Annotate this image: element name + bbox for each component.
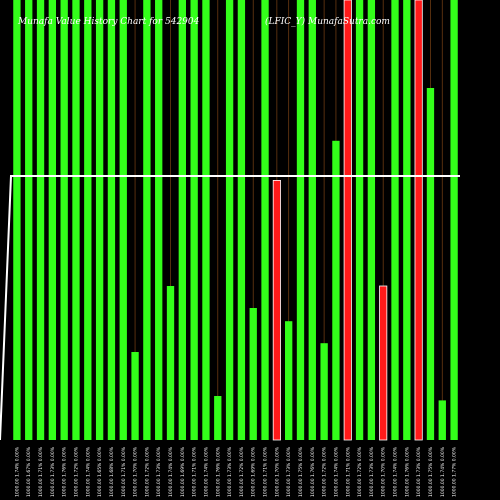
x-tick-label: 1000.00 1.75% 0.00% [428,446,434,497]
bar [414,0,423,441]
bar [178,0,186,440]
bar [261,0,269,440]
bar [332,140,340,441]
x-tick-label: 1000.00 1.71% 0.00% [121,446,127,497]
bar [72,0,80,440]
bar [214,396,222,440]
x-tick-label: 1000.00 1.72% 0.00% [73,446,79,497]
bar [202,0,210,440]
bar [237,0,246,440]
x-tick-label: 1000.00 1.70% 0.00% [133,446,139,497]
x-tick-label: 1000.00 1.74% 0.00% [393,446,399,497]
x-tick-label: 1000.00 1.72% 0.00% [357,446,363,497]
x-tick-label: 1000.00 1.71% 0.00% [345,446,351,497]
bar [48,0,57,440]
x-tick-label: 1000.00 1.75% 0.00% [298,446,304,497]
x-tick-label: 1000.00 1.73% 0.00% [50,446,56,497]
x-tick-label: 1000.00 1.70% 0.00% [274,446,280,497]
x-tick-label: 1000.00 1.72% 0.00% [322,446,328,497]
bar [438,400,446,440]
bar [285,321,293,440]
bar [403,0,411,440]
x-tick-label: 1000.00 1.74% 0.00% [333,446,339,497]
x-tick-label: 1000.00 1.74% 0.00% [168,446,174,497]
bar [296,0,305,440]
bar [13,0,21,440]
x-tick-label: 1000.00 1.71% 0.00% [192,446,198,497]
x-tick-label: 1000.00 1.76% 0.00% [62,446,68,497]
x-tick-label: 1000.00 1.68% 0.00% [109,446,115,497]
bar [131,352,139,440]
bar [190,0,198,440]
bar [225,0,234,440]
x-tick-label: 1000.00 1.69% 0.00% [251,446,257,497]
x-tick-label: 1000.00 1.72% 0.00% [144,446,150,497]
x-tick-label: 1000.00 1.76% 0.00% [404,446,410,497]
bar [249,308,257,440]
bar [272,179,281,441]
bar [426,88,435,440]
bar [119,0,127,440]
chart-title-right: (LFIC_Y) MunafaSutra.com [265,16,390,27]
bar [166,286,175,440]
x-tick-labels: 1000.00 1.74% 0.00% 1000.00 1.67% 0.00% 10… [14,446,457,497]
bar [155,0,163,440]
x-tick-label: 1000.00 1.73% 0.00% [227,446,233,497]
x-tick-label: 1000.00 1.76% 0.00% [215,446,221,497]
bar [343,0,352,441]
bar [84,0,92,440]
x-tick-label: 1000.00 1.77% 0.00% [452,446,458,497]
bar [450,0,458,440]
bar [60,0,68,440]
bar [143,0,151,440]
bar [355,0,364,440]
bar-group [13,0,458,441]
x-tick-label: 1000.00 1.74% 0.00% [14,446,20,497]
x-tick-label: 1000.00 1.69% 0.00% [180,446,186,497]
value-line-path [0,175,460,441]
x-tick-label: 1000.00 1.70% 0.00% [381,446,387,497]
x-tick-label: 1000.00 1.73% 0.00% [156,446,162,497]
bar [107,0,116,440]
bar [25,0,33,440]
bar [367,0,376,440]
x-tick-label: 1000.00 1.74% 0.00% [203,446,209,497]
x-tick-label: 1000.00 1.72% 0.00% [239,446,245,497]
x-tick-label: 1000.00 1.74% 0.00% [85,446,91,497]
value-line [0,175,460,441]
bar [379,285,388,441]
x-tick-label: 1000.00 1.65% 0.00% [97,446,103,497]
bar [320,343,328,440]
x-tick-label: 1000.00 1.73% 0.00% [369,446,375,497]
chart-title-left: Munafa Value History Chart for 542904 [17,17,200,27]
x-tick-label: 1000.00 1.73% 0.00% [416,446,422,497]
bar [36,0,45,440]
x-tick-label: 1000.00 1.73% 0.00% [286,446,292,497]
bar [391,0,399,440]
x-tick-label: 1000.00 1.76% 0.00% [310,446,316,497]
x-tick-label: 1000.00 1.71% 0.00% [38,446,44,497]
bar [308,0,316,440]
bar [95,0,104,440]
x-tick-label: 1000.00 1.71% 0.00% [263,446,269,497]
x-tick-label: 1000.00 1.74% 0.00% [440,446,446,497]
x-tick-label: 1000.00 1.67% 0.00% [26,446,32,497]
